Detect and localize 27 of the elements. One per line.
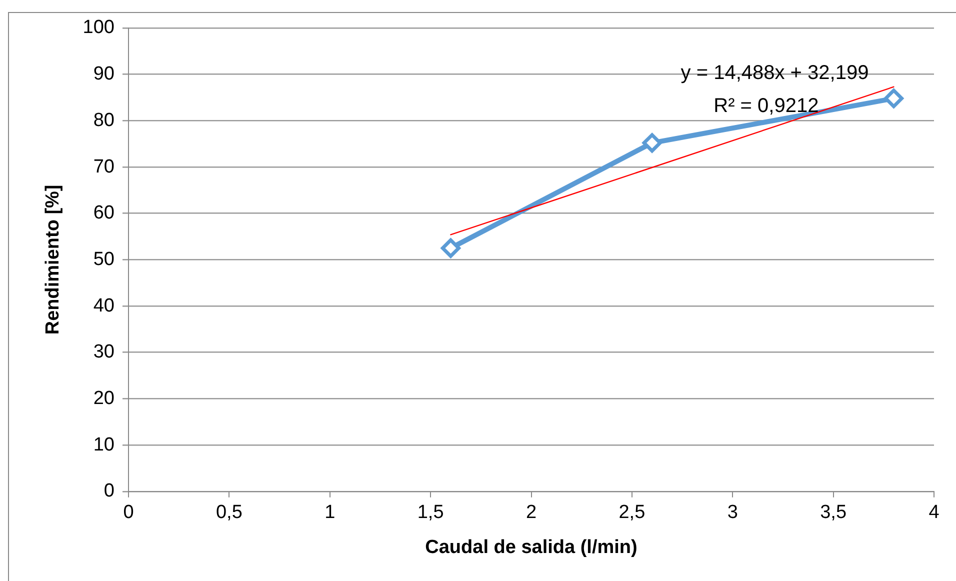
x-axis-title: Caudal de salida (l/min) bbox=[425, 536, 638, 558]
y-tick-label: 10 bbox=[93, 434, 114, 456]
y-tick-label: 40 bbox=[93, 295, 114, 316]
y-tick-label: 100 bbox=[82, 17, 114, 38]
x-tick-label: 0 bbox=[123, 502, 134, 524]
x-tick-label: 1 bbox=[324, 502, 336, 524]
x-tick-label: 3 bbox=[727, 502, 738, 524]
x-tick-label: 2,5 bbox=[618, 502, 646, 524]
point bbox=[884, 88, 904, 108]
y-tick-label: 60 bbox=[93, 202, 114, 224]
x-tick-label: 4 bbox=[928, 502, 940, 524]
x-tick-label: 1,5 bbox=[417, 502, 444, 524]
x-tick-label: 0,5 bbox=[216, 502, 242, 524]
y-tick-label: 90 bbox=[93, 64, 114, 85]
point bbox=[440, 238, 460, 258]
y-tick-label: 70 bbox=[93, 156, 114, 178]
y-tick-label: 80 bbox=[93, 110, 114, 131]
point bbox=[642, 133, 662, 153]
x-tick-label: 2 bbox=[526, 502, 537, 524]
y-tick-label: 30 bbox=[93, 342, 114, 363]
x-tick-label: 3,5 bbox=[820, 502, 847, 524]
y-tick-label: 50 bbox=[93, 248, 114, 270]
annotation: y = 14,488x + 32,199 bbox=[680, 62, 869, 84]
y-tick-label: 0 bbox=[104, 480, 114, 502]
y-tick-label: 20 bbox=[93, 388, 114, 409]
annotation: R² = 0,9212 bbox=[714, 94, 819, 117]
y-axis-title: Rendimiento [%] bbox=[42, 184, 64, 335]
